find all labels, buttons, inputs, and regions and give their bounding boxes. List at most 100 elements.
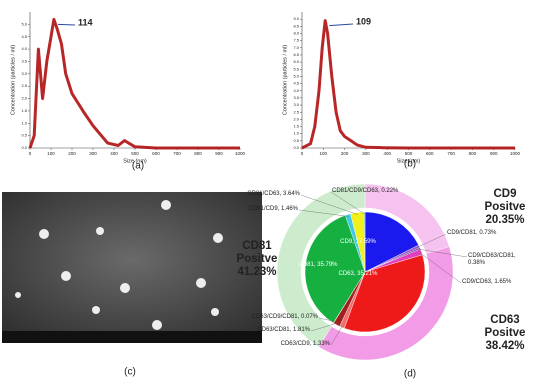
x-tick-label: 1000 bbox=[510, 151, 521, 156]
inner-label: CD63/CD81, 1.81% bbox=[257, 327, 310, 333]
outer-slice bbox=[276, 183, 366, 348]
x-tick-label: 500 bbox=[405, 151, 413, 156]
x-tick-label: 900 bbox=[215, 151, 223, 156]
inner-label: CD81/CD9, 1.46% bbox=[248, 206, 298, 212]
x-tick-label: 800 bbox=[194, 151, 202, 156]
y-tick-label: 5.0 bbox=[293, 73, 299, 78]
y-tick-label: 0.0 bbox=[21, 145, 27, 150]
y-tick-label: 2.0 bbox=[21, 96, 27, 101]
inner-slice bbox=[304, 215, 366, 324]
leader-line bbox=[298, 209, 349, 217]
x-tick-label: 700 bbox=[173, 151, 181, 156]
leader-line bbox=[418, 248, 468, 258]
y-tick-label: 3.5 bbox=[293, 95, 299, 100]
leader-line bbox=[417, 233, 447, 248]
y-tick-label: 8.5 bbox=[293, 23, 299, 28]
inner-label: CD9/CD81, 0.73% bbox=[447, 230, 497, 236]
y-tick-label: 1.5 bbox=[293, 124, 299, 129]
panel-label: (d) bbox=[404, 369, 416, 380]
x-tick-label: 0 bbox=[29, 151, 32, 156]
y-tick-label: 0.0 bbox=[293, 145, 299, 150]
y-tick-label: 9.0 bbox=[293, 16, 299, 21]
x-tick-label: 900 bbox=[490, 151, 498, 156]
leader-line bbox=[419, 252, 462, 284]
inner-label: CD63, 35.21% bbox=[338, 271, 378, 277]
sem-background bbox=[2, 192, 262, 342]
x-tick-label: 400 bbox=[110, 151, 118, 156]
inner-label: CD81/CD63, 3.64% bbox=[247, 191, 300, 197]
y-tick-label: 2.0 bbox=[293, 116, 299, 121]
inner-slice bbox=[364, 211, 419, 273]
annotation-arrow bbox=[57, 23, 76, 26]
x-tick-label: 800 bbox=[469, 151, 477, 156]
x-tick-label: 300 bbox=[89, 151, 97, 156]
inner-label: CD9/CD63/CD81, 0.38% bbox=[468, 253, 516, 266]
y-tick-label: 0.5 bbox=[293, 138, 299, 143]
panel-label: (b) bbox=[404, 159, 416, 170]
y-tick-label: 4.5 bbox=[293, 81, 299, 86]
y-tick-label: 3.5 bbox=[21, 59, 27, 64]
annotation-arrow bbox=[329, 23, 354, 27]
x-tick-label: 200 bbox=[341, 151, 349, 156]
inner-label: CD63/CD9, 1.33% bbox=[280, 341, 330, 347]
outer-label: CD9 Positve 20.35% bbox=[484, 188, 526, 227]
sem-particles bbox=[15, 200, 223, 330]
x-tick-label: 300 bbox=[362, 151, 370, 156]
y-tick-label: 4.5 bbox=[21, 34, 27, 39]
y-tick-label: 8.0 bbox=[293, 31, 299, 36]
y-tick-label: 3.0 bbox=[293, 102, 299, 107]
data-line bbox=[301, 19, 515, 150]
panel-label: (c) bbox=[124, 367, 136, 378]
inner-label: CD81, 35.79% bbox=[298, 262, 338, 268]
y-tick-label: 2.5 bbox=[21, 83, 27, 88]
x-tick-label: 500 bbox=[131, 151, 139, 156]
y-tick-label: 4.0 bbox=[293, 88, 299, 93]
inner-label: CD63/CD9/CD81, 0.07% bbox=[251, 314, 318, 320]
leader-line bbox=[310, 322, 338, 332]
x-tick-label: 0 bbox=[301, 151, 304, 156]
y-tick-label: 1.0 bbox=[21, 120, 27, 125]
sem-image bbox=[2, 192, 262, 343]
inner-slice bbox=[363, 211, 366, 273]
leader-line bbox=[330, 325, 343, 346]
inner-label: CD9/CD63, 1.65% bbox=[462, 279, 512, 285]
x-tick-label: 100 bbox=[47, 151, 55, 156]
y-tick-label: 6.0 bbox=[293, 59, 299, 64]
y-tick-label: 1.5 bbox=[21, 108, 27, 113]
data-line bbox=[28, 17, 240, 150]
y-tick-label: 6.5 bbox=[293, 52, 299, 57]
outer-label: CD63 Positve 38.42% bbox=[484, 314, 526, 353]
inner-label: CD81/CD9/CD63, 0.22% bbox=[332, 188, 399, 194]
x-tick-label: 1000 bbox=[235, 151, 246, 156]
annotation: 109 bbox=[356, 16, 371, 26]
x-tick-label: 700 bbox=[447, 151, 455, 156]
leader-line bbox=[300, 194, 358, 215]
y-axis-label: Concentration (particles / ml) bbox=[10, 45, 16, 115]
y-tick-label: 4.0 bbox=[21, 46, 27, 51]
x-tick-label: 100 bbox=[320, 151, 328, 156]
sem-info-bar bbox=[2, 331, 262, 343]
leader-line bbox=[318, 317, 335, 322]
y-tick-label: 7.0 bbox=[293, 45, 299, 50]
y-axis-label: Concentration (particles / ml) bbox=[282, 45, 288, 115]
x-tick-label: 600 bbox=[426, 151, 434, 156]
y-tick-label: 0.5 bbox=[21, 133, 27, 138]
y-tick-label: 5.0 bbox=[21, 21, 27, 26]
y-tick-label: 2.5 bbox=[293, 109, 299, 114]
x-tick-label: 400 bbox=[383, 151, 391, 156]
y-tick-label: 1.0 bbox=[293, 131, 299, 136]
y-tick-label: 3.0 bbox=[21, 71, 27, 76]
x-tick-label: 600 bbox=[152, 151, 160, 156]
x-tick-label: 200 bbox=[68, 151, 76, 156]
annotation: 114 bbox=[78, 17, 93, 27]
leader-line bbox=[330, 191, 365, 215]
x-axis-label: Size (nm) bbox=[397, 158, 421, 164]
y-tick-label: 5.5 bbox=[293, 66, 299, 71]
y-tick-label: 7.5 bbox=[293, 38, 299, 43]
panel-label: (a) bbox=[132, 161, 144, 172]
outer-slice bbox=[318, 246, 454, 361]
inner-label: CD9, 17.59% bbox=[340, 239, 376, 245]
x-axis-label: Size (nm) bbox=[123, 158, 147, 164]
